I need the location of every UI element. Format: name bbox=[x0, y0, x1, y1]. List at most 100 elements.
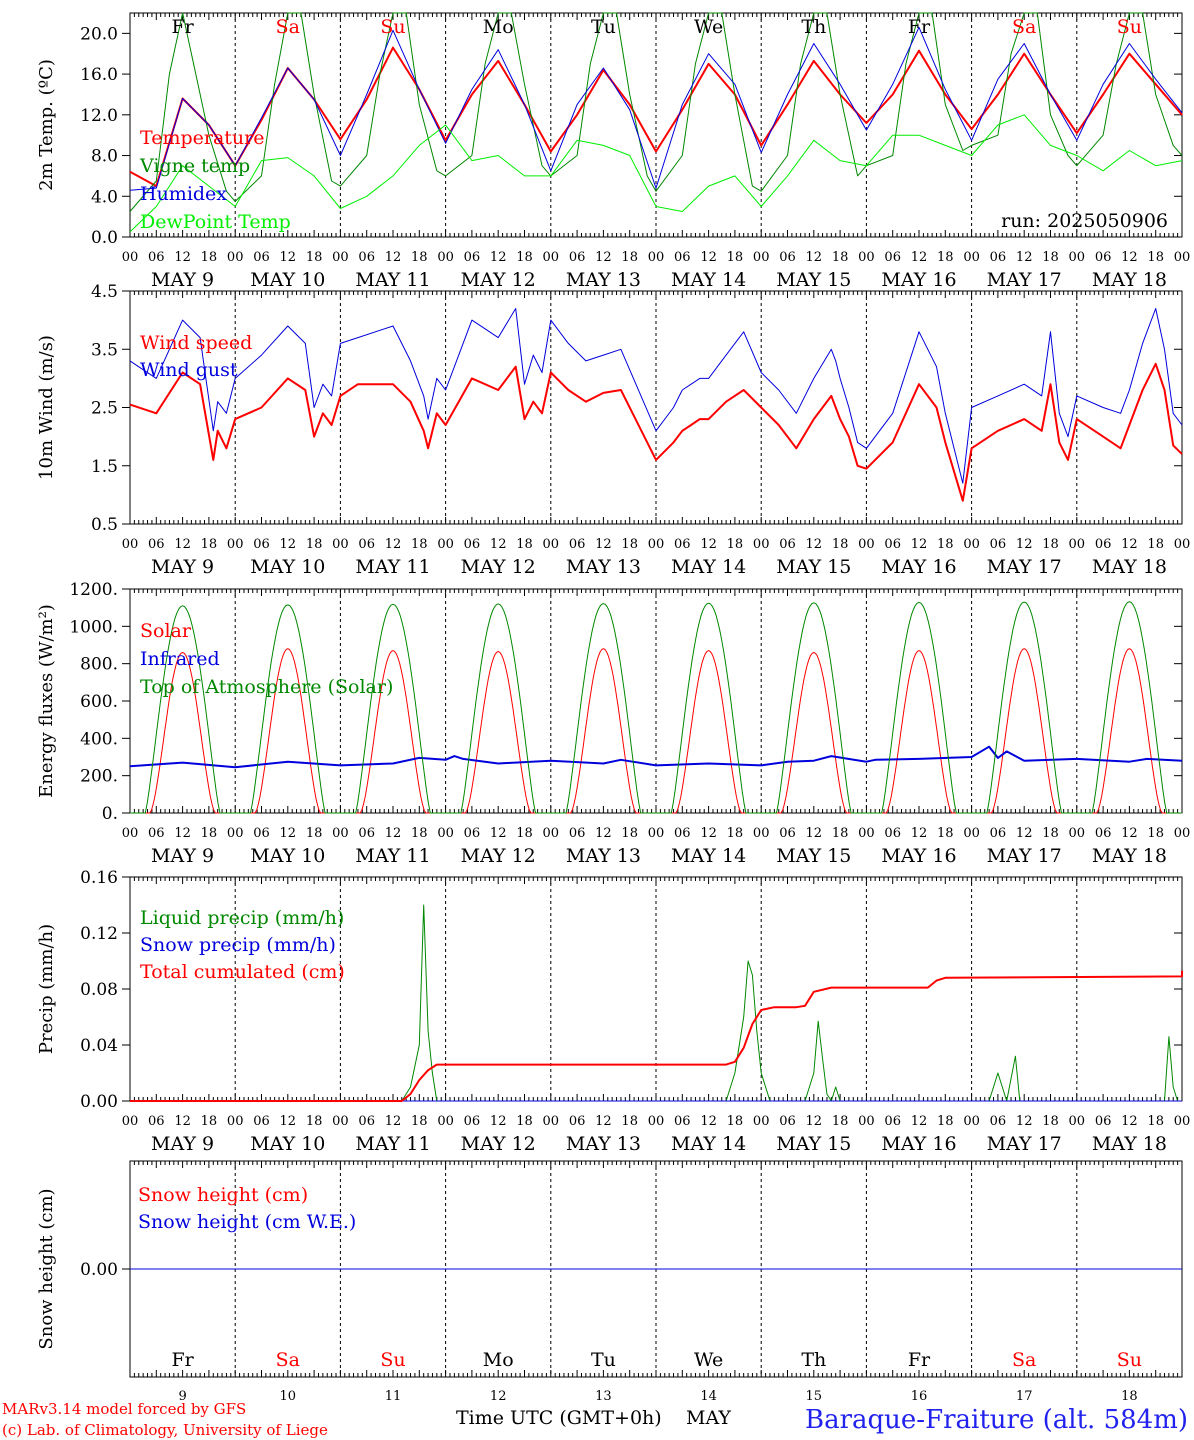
x-hour-label: 00 bbox=[332, 1114, 349, 1129]
x-date-label: MAY 12 bbox=[461, 556, 536, 578]
x-hour-label: 06 bbox=[569, 1114, 586, 1129]
x-hour-label: 06 bbox=[148, 1114, 165, 1129]
x-hour-label: 12 bbox=[806, 826, 823, 841]
x-hour-label: 12 bbox=[490, 826, 507, 841]
x-date-label: MAY 16 bbox=[881, 556, 956, 578]
x-hour-label: 12 bbox=[911, 250, 928, 265]
x-date-label: MAY 10 bbox=[250, 1133, 325, 1155]
x-hour-label: 06 bbox=[358, 826, 375, 841]
x-date-label: MAY 15 bbox=[776, 845, 851, 867]
x-hour-label: 06 bbox=[1095, 537, 1112, 552]
x-hour-label: 06 bbox=[464, 250, 481, 265]
day-name-label: Tu bbox=[591, 16, 616, 38]
x-hour-label: 12 bbox=[385, 537, 402, 552]
x-hour-label: 06 bbox=[884, 250, 901, 265]
x-hour-label: 12 bbox=[911, 537, 928, 552]
month-label: MAY bbox=[686, 1407, 731, 1429]
y-tick-label: 1000. bbox=[69, 617, 118, 637]
x-hour-label: 06 bbox=[779, 1114, 796, 1129]
x-hour-label: 06 bbox=[569, 537, 586, 552]
day-name-label-bottom: We bbox=[694, 1349, 723, 1371]
x-hour-label: 06 bbox=[779, 537, 796, 552]
x-hour-label: 00 bbox=[858, 1114, 875, 1129]
x-hour-label: 12 bbox=[806, 250, 823, 265]
day-name-label-bottom: Fr bbox=[908, 1349, 931, 1371]
x-hour-label: 18 bbox=[201, 250, 218, 265]
legend-entry: Total cumulated (cm) bbox=[140, 961, 345, 983]
x-date-label: MAY 9 bbox=[151, 1133, 214, 1155]
day-name-label: Mo bbox=[483, 16, 514, 38]
x-date-label: MAY 10 bbox=[250, 556, 325, 578]
x-date-label: MAY 14 bbox=[671, 269, 746, 291]
y-tick-label: 0.00 bbox=[80, 1092, 118, 1112]
x-hour-label: 18 bbox=[1147, 826, 1164, 841]
x-hour-label: 00 bbox=[648, 826, 665, 841]
x-hour-label: 12 bbox=[595, 537, 612, 552]
day-number-label: 15 bbox=[806, 1389, 823, 1404]
x-hour-label: 00 bbox=[1069, 537, 1086, 552]
x-date-label: MAY 11 bbox=[355, 1133, 430, 1155]
x-hour-label: 12 bbox=[700, 537, 717, 552]
x-date-label: MAY 15 bbox=[776, 269, 851, 291]
model-credit: MARv3.14 model forced by GFS bbox=[2, 1400, 246, 1418]
y-tick-label: 600. bbox=[80, 692, 118, 712]
day-name-label-bottom: Fr bbox=[171, 1349, 194, 1371]
x-hour-label: 00 bbox=[543, 250, 560, 265]
x-hour-label: 18 bbox=[411, 826, 428, 841]
x-hour-label: 06 bbox=[674, 250, 691, 265]
x-hour-label: 18 bbox=[1042, 537, 1059, 552]
x-hour-label: 12 bbox=[911, 826, 928, 841]
series-line-total-cumulated-cm bbox=[130, 970, 1183, 1102]
x-hour-label: 18 bbox=[306, 250, 323, 265]
y-tick-label: 0.00 bbox=[80, 1260, 118, 1280]
x-hour-label: 12 bbox=[1016, 537, 1033, 552]
x-hour-label: 00 bbox=[963, 537, 980, 552]
x-hour-label: 12 bbox=[1016, 1114, 1033, 1129]
x-hour-label: 00 bbox=[1174, 250, 1191, 265]
x-hour-label: 12 bbox=[174, 250, 191, 265]
y-tick-label: 1200. bbox=[69, 580, 118, 600]
x-hour-label: 12 bbox=[806, 1114, 823, 1129]
x-hour-label: 06 bbox=[253, 250, 270, 265]
x-hour-label: 00 bbox=[753, 250, 770, 265]
x-hour-label: 06 bbox=[358, 537, 375, 552]
x-hour-label: 18 bbox=[621, 1114, 638, 1129]
x-hour-label: 18 bbox=[727, 250, 744, 265]
station-title: Baraque-Fraiture (alt. 584m) bbox=[805, 1405, 1188, 1435]
x-hour-label: 18 bbox=[516, 826, 533, 841]
y-axis-label: Energy fluxes (W/m²) bbox=[36, 604, 57, 798]
day-number-label: 17 bbox=[1016, 1389, 1033, 1404]
x-hour-label: 18 bbox=[621, 250, 638, 265]
x-hour-label: 12 bbox=[174, 826, 191, 841]
x-hour-label: 00 bbox=[332, 537, 349, 552]
x-hour-label: 12 bbox=[595, 1114, 612, 1129]
legend-entry: Temperature bbox=[140, 127, 264, 149]
x-hour-label: 18 bbox=[621, 826, 638, 841]
x-hour-label: 06 bbox=[358, 250, 375, 265]
legend-entry: Infrared bbox=[140, 648, 220, 670]
day-name-label-bottom: Tu bbox=[591, 1349, 616, 1371]
x-hour-label: 18 bbox=[411, 250, 428, 265]
y-tick-label: 0.04 bbox=[80, 1036, 118, 1056]
y-axis-label: Snow height (cm) bbox=[36, 1188, 57, 1349]
x-hour-label: 12 bbox=[174, 1114, 191, 1129]
y-axis-label: 2m Temp. (ºC) bbox=[36, 59, 57, 191]
x-hour-label: 18 bbox=[411, 537, 428, 552]
x-hour-label: 18 bbox=[201, 826, 218, 841]
x-date-label: MAY 10 bbox=[250, 269, 325, 291]
copyright: (c) Lab. of Climatology, University of L… bbox=[2, 1421, 328, 1439]
day-number-label: 11 bbox=[385, 1389, 402, 1404]
x-hour-label: 06 bbox=[569, 826, 586, 841]
day-name-label: Sa bbox=[1012, 16, 1036, 38]
x-hour-label: 06 bbox=[779, 826, 796, 841]
legend-entry: Wind speed bbox=[140, 332, 252, 354]
x-hour-label: 12 bbox=[385, 1114, 402, 1129]
y-tick-label: 3.5 bbox=[91, 340, 118, 360]
x-hour-label: 00 bbox=[753, 537, 770, 552]
series-line-humidex bbox=[129, 26, 1183, 191]
x-date-label: MAY 11 bbox=[355, 269, 430, 291]
y-tick-label: 4.5 bbox=[91, 282, 118, 302]
y-tick-label: 0.12 bbox=[80, 924, 118, 944]
x-hour-label: 00 bbox=[1069, 250, 1086, 265]
